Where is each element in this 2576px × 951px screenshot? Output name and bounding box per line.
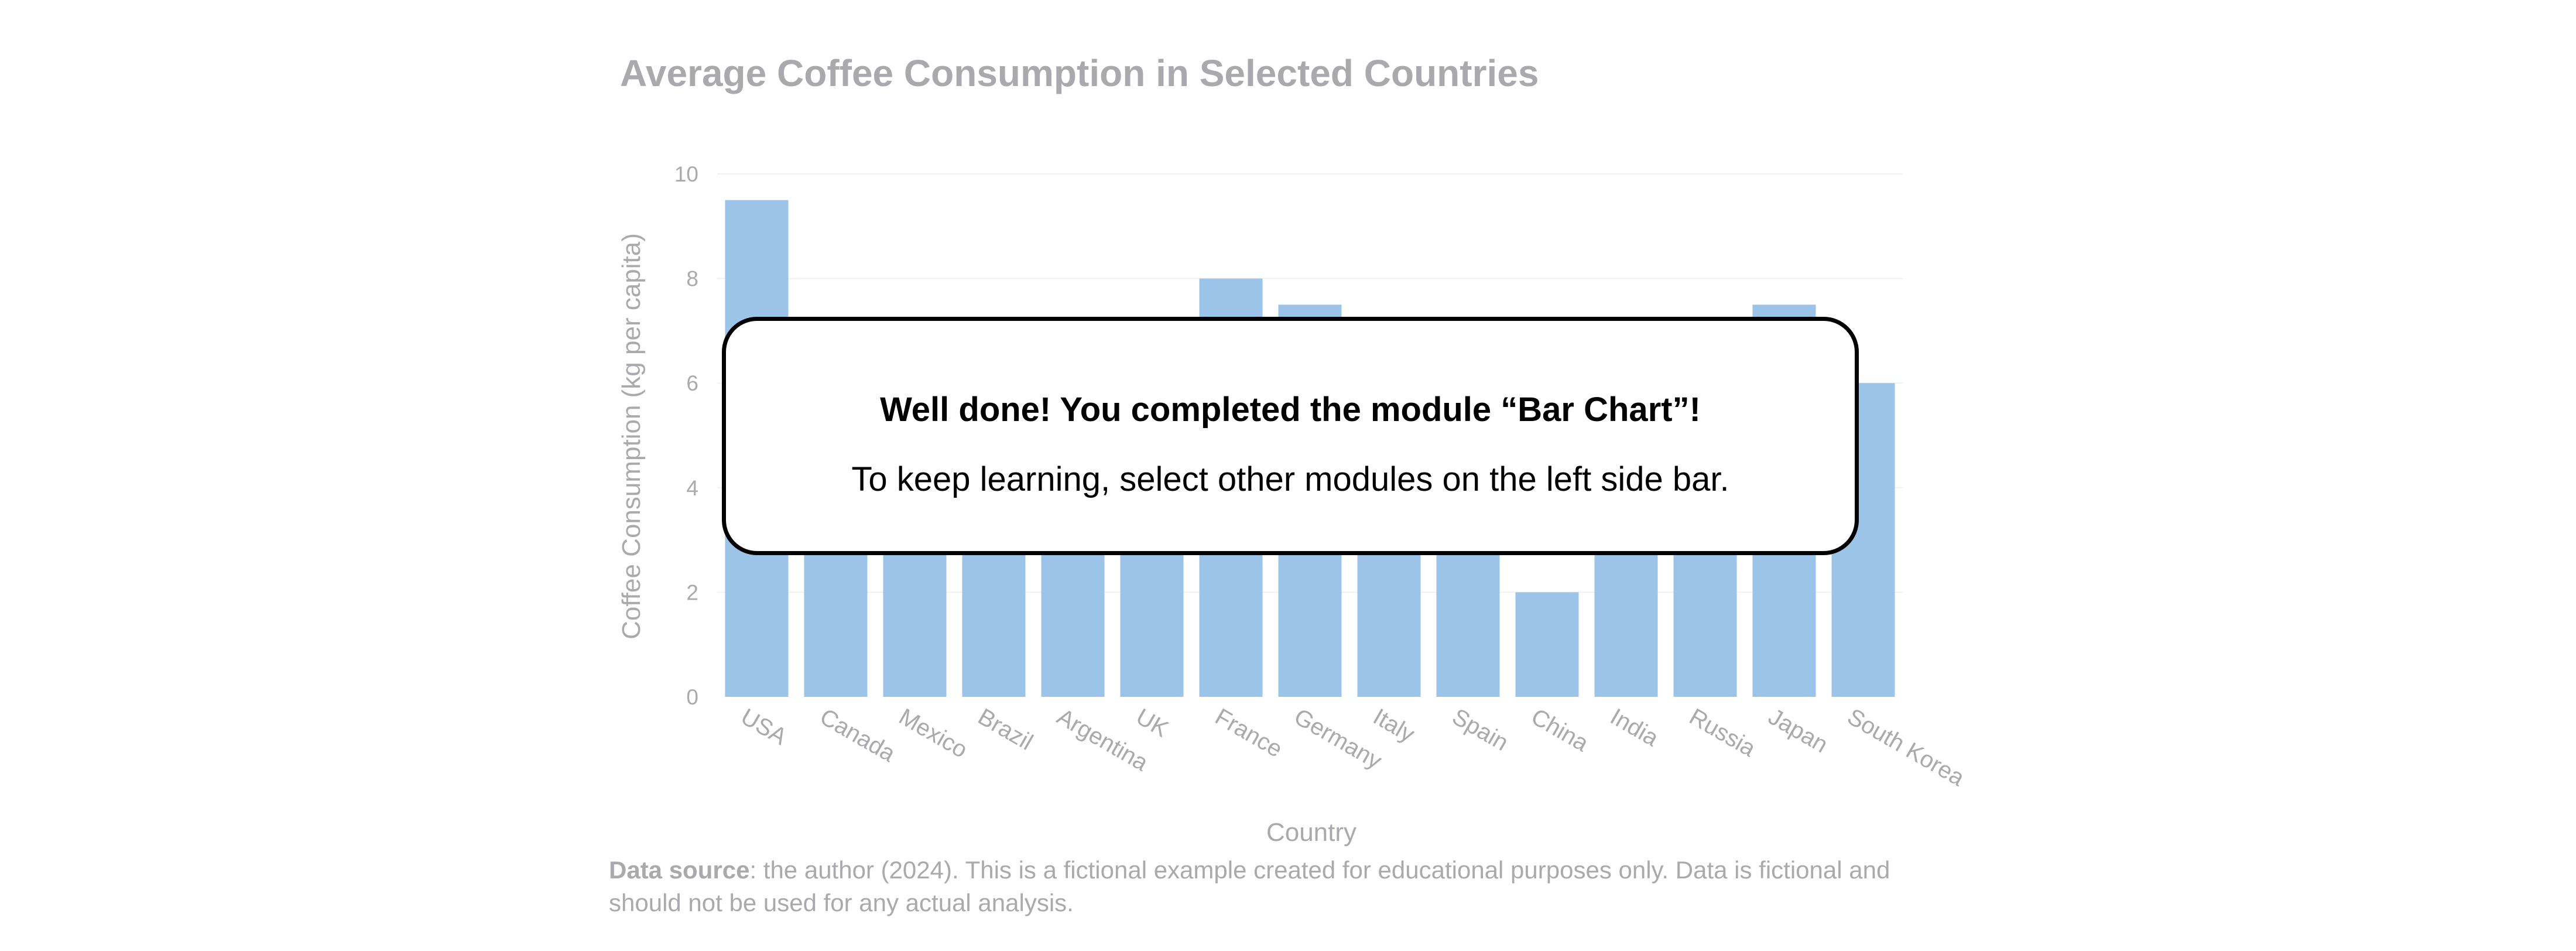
x-tick-label: Italy [1369, 704, 1419, 748]
x-tick-label: Russia [1685, 704, 1760, 762]
x-tick-label: South Korea [1843, 704, 1969, 792]
x-axis-label: Country [1266, 818, 1356, 847]
data-source-text: : the author (2024). This is a fictional… [609, 856, 1890, 916]
y-tick-label: 8 [686, 267, 698, 291]
x-tick-label: Canada [816, 704, 900, 768]
x-tick-label: China [1527, 704, 1593, 757]
y-tick-label: 10 [674, 162, 698, 186]
completion-message: To keep learning, select other modules o… [851, 460, 1729, 498]
y-tick-label: 2 [686, 580, 698, 604]
bar-china [1515, 592, 1579, 697]
x-tick-label: Spain [1448, 704, 1513, 756]
data-source-label: Data source [609, 856, 750, 884]
y-tick-label: 4 [686, 476, 698, 500]
x-tick-label: USA [737, 704, 792, 750]
x-tick-label: UK [1132, 704, 1173, 743]
completion-title: Well done! You completed the module “Bar… [880, 391, 1701, 429]
x-tick-label: Germany [1290, 704, 1386, 774]
x-tick-label: Mexico [895, 704, 972, 763]
chart-title: Average Coffee Consumption in Selected C… [620, 52, 1539, 94]
data-source-note: Data source: the author (2024). This is … [609, 854, 1955, 919]
x-tick-label: Brazil [974, 704, 1037, 755]
x-tick-label: India [1606, 704, 1663, 752]
y-tick-label: 0 [686, 685, 698, 709]
y-axis-ticks: 0 2 4 6 8 10 [674, 162, 698, 709]
completion-dialog: Well done! You completed the module “Bar… [722, 317, 1859, 555]
x-tick-label: France [1211, 704, 1287, 762]
y-axis-label: Coffee Consumption (kg per capita) [617, 233, 646, 639]
x-tick-label: Japan [1764, 704, 1832, 758]
y-tick-label: 6 [686, 371, 698, 395]
